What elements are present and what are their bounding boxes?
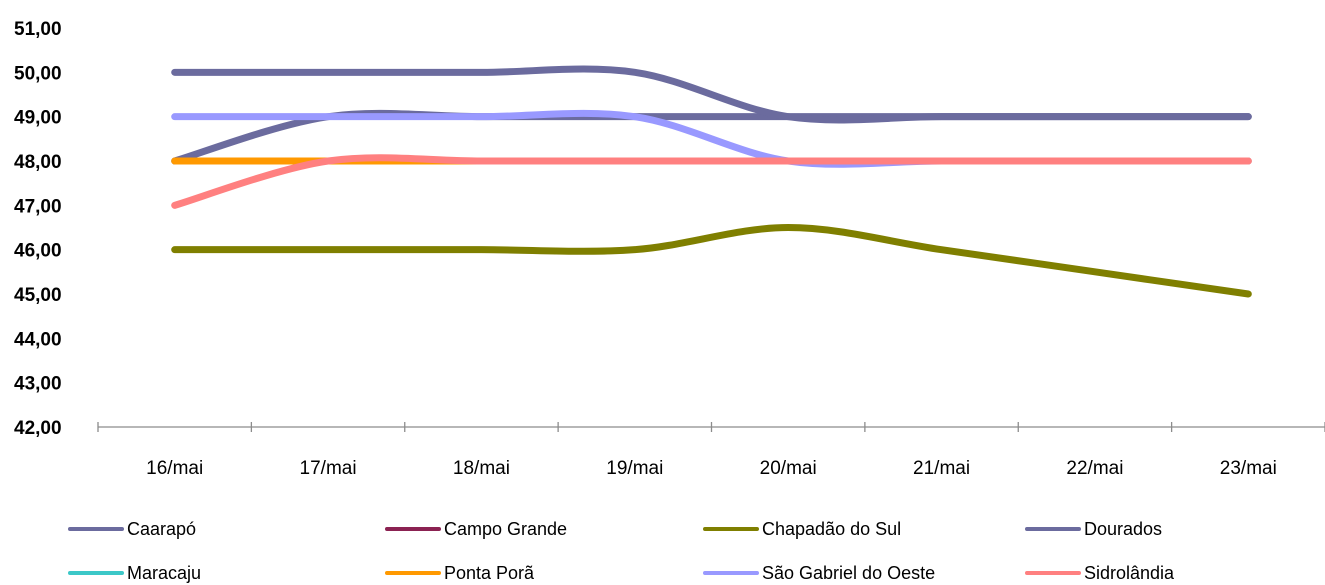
x-tick-label: 18/mai (453, 458, 510, 479)
y-tick-label: 49,00 (14, 108, 62, 129)
x-tick-label: 21/mai (913, 458, 970, 479)
legend-label: Ponta Porã (444, 562, 535, 583)
series-line-dourados (171, 65, 1252, 124)
y-tick-label: 44,00 (14, 329, 62, 350)
legend-swatch (703, 527, 759, 531)
legend-label: Dourados (1084, 518, 1163, 539)
legend-item-dourados: Dourados (1025, 517, 1162, 541)
legend-swatch (68, 571, 124, 575)
legend-item-ponta-pora: Ponta Porã (385, 561, 534, 585)
legend-item-sidrolandia: Sidrolândia (1025, 561, 1174, 585)
legend-swatch (1025, 527, 1081, 531)
legend-label: Campo Grande (444, 518, 568, 539)
x-tick-label: 19/mai (606, 458, 663, 479)
x-tick-label: 22/mai (1066, 458, 1123, 479)
y-tick-label: 48,00 (14, 152, 62, 173)
legend-item-campo-grande: Campo Grande (385, 517, 567, 541)
legend-swatch (385, 571, 441, 575)
legend-label: Maracaju (127, 562, 202, 583)
y-tick-label: 50,00 (14, 63, 62, 84)
y-tick-label: 42,00 (14, 418, 62, 439)
x-tick-label: 23/mai (1220, 458, 1277, 479)
legend-label: Caarapó (127, 518, 197, 539)
y-tick-label: 47,00 (14, 196, 62, 217)
axis-layer: 42,00 43,00 44,00 45,00 46,00 47,00 48,00 49,00… (14, 19, 1325, 479)
y-tick-label: 43,00 (14, 374, 62, 395)
legend-swatch (385, 527, 441, 531)
line-chart: 42,00 43,00 44,00 45,00 46,00 47,00 48,00 49,00… (14, 19, 1325, 479)
x-tick-label: 20/mai (760, 458, 817, 479)
legend-swatch (703, 571, 759, 575)
legend-label: São Gabriel do Oeste (762, 562, 936, 583)
legend-swatch (68, 527, 124, 531)
legend-swatch (1025, 571, 1081, 575)
legend-item-maracaju: Maracaju (68, 561, 201, 585)
legend-label: Sidrolândia (1084, 562, 1175, 583)
x-tick-label: 17/mai (300, 458, 357, 479)
x-tick-label: 16/mai (146, 458, 203, 479)
series-line-sidrolandia (171, 154, 1252, 209)
series-layer (171, 65, 1252, 298)
legend-item-caarapo: Caarapó (68, 517, 196, 541)
y-tick-label: 51,00 (14, 19, 62, 40)
legend-label: Chapadão do Sul (762, 518, 902, 539)
legend-item-chapadao-do-sul: Chapadão do Sul (703, 517, 901, 541)
chart-legend: Caarapó Campo Grande Chapadão do Sul Dourad… (0, 510, 1325, 583)
series-line-chapadao-do-sul (171, 224, 1252, 298)
legend-item-sao-gabriel-do-oeste: São Gabriel do Oeste (703, 561, 935, 585)
y-tick-label: 45,00 (14, 285, 62, 306)
y-tick-label: 46,00 (14, 241, 62, 262)
